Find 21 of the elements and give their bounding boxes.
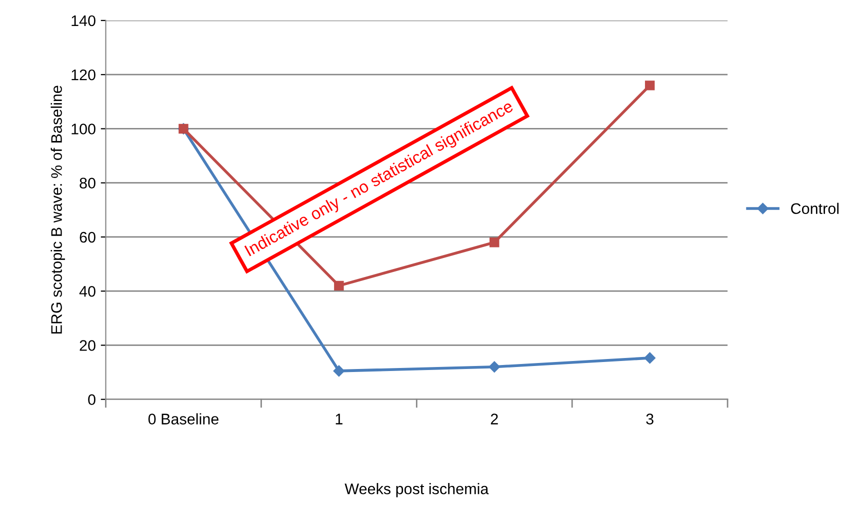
y-tick-label: 60 <box>80 232 96 243</box>
y-tick-label: 20 <box>80 340 96 351</box>
y-tick-label: 100 <box>72 124 96 134</box>
y-tick-label: 80 <box>80 178 96 189</box>
point <box>488 361 500 372</box>
y-tick-label: 120 <box>72 69 96 80</box>
x-tick-label: 2 <box>490 414 498 424</box>
legend-label: Control <box>791 202 839 214</box>
point <box>644 352 656 364</box>
x-tick-label: 3 <box>646 414 654 424</box>
x-tick-label: 0 Baseline <box>148 413 218 424</box>
y-tick-label: 40 <box>79 286 96 297</box>
point <box>334 280 344 291</box>
x-axis-title: Weeks post ischemia <box>344 483 489 498</box>
y-tick-label: 140 <box>72 15 96 26</box>
y-axis-title: ERG scotopic B wave: % of Baseline <box>50 86 65 334</box>
point <box>644 80 655 90</box>
x-tick-label: 1 <box>336 414 342 424</box>
y-tick-label: 0 <box>88 394 96 406</box>
point <box>490 238 500 248</box>
point <box>333 365 345 377</box>
